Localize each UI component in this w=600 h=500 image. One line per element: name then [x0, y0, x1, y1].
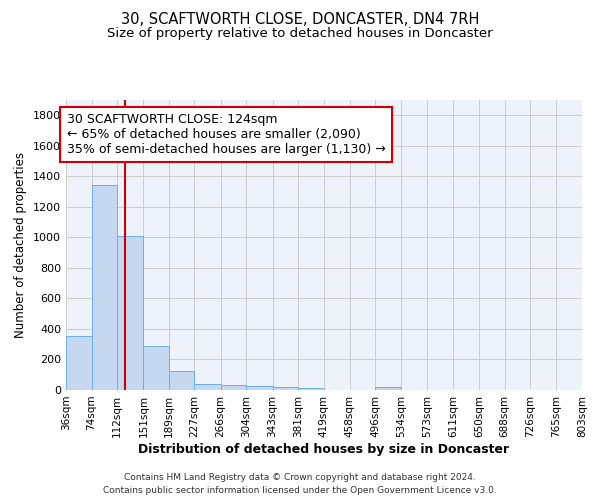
Bar: [117, 236, 143, 390]
Y-axis label: Number of detached properties: Number of detached properties: [14, 152, 28, 338]
Bar: [66, 336, 92, 390]
Bar: [221, 384, 246, 390]
Bar: [298, 388, 323, 390]
Bar: [143, 346, 169, 390]
Bar: [194, 384, 221, 390]
Bar: [92, 184, 117, 390]
Text: 30, SCAFTWORTH CLOSE, DONCASTER, DN4 7RH: 30, SCAFTWORTH CLOSE, DONCASTER, DN4 7RH: [121, 12, 479, 28]
Text: Contains HM Land Registry data © Crown copyright and database right 2024.
Contai: Contains HM Land Registry data © Crown c…: [103, 473, 497, 495]
Bar: [246, 386, 272, 390]
Bar: [272, 387, 298, 390]
Bar: [376, 387, 401, 390]
Text: 30 SCAFTWORTH CLOSE: 124sqm
← 65% of detached houses are smaller (2,090)
35% of : 30 SCAFTWORTH CLOSE: 124sqm ← 65% of det…: [67, 113, 385, 156]
Bar: [169, 371, 194, 390]
Text: Size of property relative to detached houses in Doncaster: Size of property relative to detached ho…: [107, 28, 493, 40]
X-axis label: Distribution of detached houses by size in Doncaster: Distribution of detached houses by size …: [139, 442, 509, 456]
